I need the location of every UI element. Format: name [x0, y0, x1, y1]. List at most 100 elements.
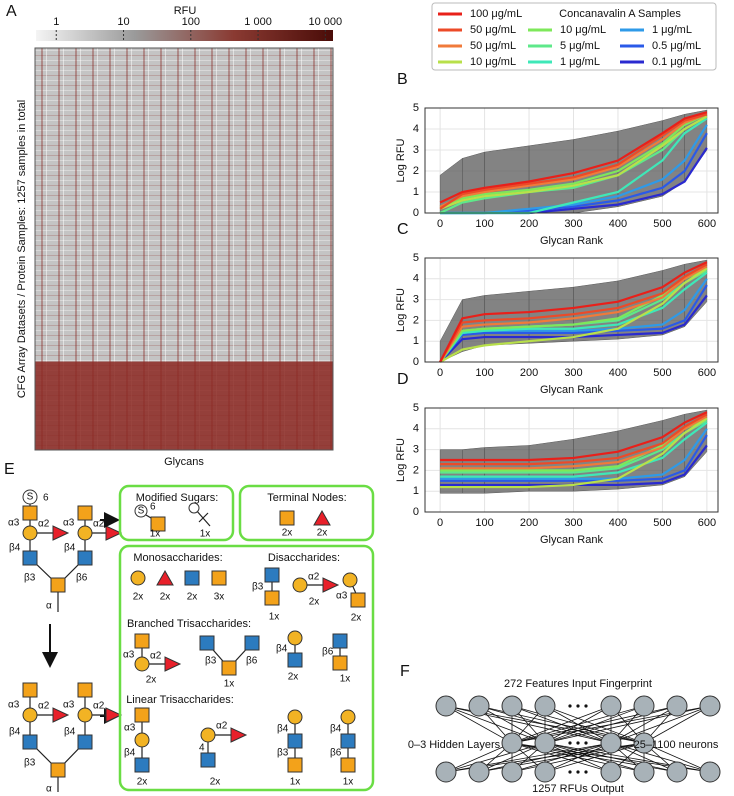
link: β4 — [277, 724, 289, 735]
y-axis-label: CFG Array Datasets / Protein Samples: 12… — [16, 100, 28, 398]
neuron — [699, 695, 721, 717]
galnac — [340, 757, 356, 773]
ellipsis-dot — [576, 704, 580, 708]
count: 2x — [160, 592, 171, 603]
link: α2 — [38, 701, 50, 712]
ellipsis-dot — [584, 770, 588, 774]
count: 1x — [340, 674, 351, 685]
glcnac — [77, 734, 93, 750]
x-tick-label: 400 — [609, 367, 627, 379]
link: β6 — [330, 748, 342, 759]
series-line — [439, 284, 708, 363]
sample-band — [484, 145, 530, 214]
fucose — [230, 727, 247, 743]
galnac — [22, 505, 38, 521]
box-title: Disaccharides: — [268, 552, 340, 564]
network — [435, 695, 721, 783]
connection — [511, 742, 645, 773]
count: 2x — [210, 777, 221, 788]
glcnac — [77, 550, 93, 566]
series-line — [439, 113, 708, 208]
neuron — [666, 761, 688, 783]
y-tick-label: 1 — [413, 485, 419, 497]
galactose — [77, 525, 93, 541]
glcnac — [184, 570, 200, 586]
x-tick-label: 200 — [520, 218, 538, 230]
connection — [511, 705, 645, 744]
y-tick-label: 2 — [413, 165, 419, 177]
galactose — [77, 707, 93, 723]
count: 3x — [214, 592, 225, 603]
sample-band — [462, 295, 485, 352]
neuron — [501, 695, 523, 717]
x-tick-label: 500 — [653, 218, 671, 230]
count: 1x — [343, 777, 354, 788]
connection — [610, 705, 678, 744]
link: α2 — [216, 721, 228, 732]
glcnac — [22, 734, 38, 750]
link: α3 — [63, 518, 75, 529]
glcnac — [264, 567, 280, 583]
link: α3 — [8, 700, 20, 711]
link: β4 — [330, 724, 342, 735]
legend-label: 1 μg/mL — [652, 24, 692, 36]
x-tick-label: 200 — [520, 367, 538, 379]
colorbar-tick-label: 1 000 — [244, 16, 272, 28]
box-title: Branched Trisaccharides: — [127, 618, 251, 630]
box — [118, 544, 375, 792]
modified-node — [188, 502, 200, 514]
sulfate — [22, 489, 38, 505]
y-tick-label: 5 — [413, 252, 419, 264]
count: 1x — [269, 612, 280, 623]
count: 2x — [317, 528, 328, 539]
link: β3 — [205, 656, 217, 667]
series-line — [439, 271, 708, 363]
y-tick-label: 0 — [413, 207, 419, 219]
neuron — [633, 761, 655, 783]
x-tick-label: 100 — [475, 517, 493, 529]
legend-label: 5 μg/mL — [560, 40, 600, 52]
link: α2 — [150, 651, 162, 662]
y-axis-label: Log RFU — [395, 288, 407, 332]
connection — [610, 705, 711, 744]
neuron — [501, 761, 523, 783]
galactose — [340, 709, 356, 725]
link: β3 — [277, 748, 289, 759]
core — [50, 577, 66, 593]
glcnac — [244, 635, 260, 651]
neuron — [501, 732, 523, 754]
y-tick-label: 2 — [413, 314, 419, 326]
panel-label: B — [397, 71, 408, 88]
y-tick-label: 5 — [413, 402, 419, 414]
plot-frame — [424, 257, 719, 363]
x-tick-label: 300 — [564, 367, 582, 379]
sample-band — [462, 151, 485, 214]
x-tick-label: 400 — [609, 218, 627, 230]
x-tick-label: 500 — [653, 517, 671, 529]
box — [118, 484, 235, 542]
galnac — [77, 682, 93, 698]
galactose — [134, 732, 150, 748]
series-line — [440, 415, 708, 470]
galnac — [332, 655, 348, 671]
hidden-label: 0–3 Hidden Layers — [408, 739, 501, 751]
panel-label: F — [400, 663, 410, 680]
colorbar-tick-label: 10 — [117, 16, 129, 28]
sample-band — [528, 438, 574, 492]
series-line — [440, 421, 708, 478]
sulfate-label: S — [138, 506, 145, 517]
colorbar-tick-label: 1 — [53, 16, 59, 28]
count: 2x — [282, 528, 293, 539]
y-tick-label: 2 — [413, 464, 419, 476]
neuron — [600, 732, 622, 754]
galactose — [342, 572, 358, 588]
legend-label: 10 μg/mL — [470, 56, 516, 68]
count: 1x — [290, 777, 301, 788]
y-axis-label: Log RFU — [395, 438, 407, 482]
box-title: Linear Trisaccharides: — [126, 694, 234, 706]
count: 2x — [309, 597, 320, 608]
link: β4 — [124, 748, 136, 759]
y-tick-label: 1 — [413, 335, 419, 347]
y-axis-label: Log RFU — [395, 138, 407, 182]
